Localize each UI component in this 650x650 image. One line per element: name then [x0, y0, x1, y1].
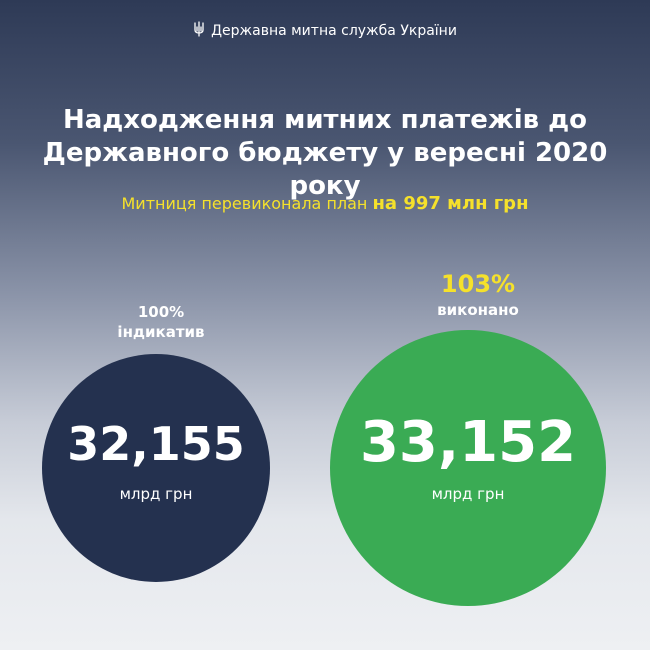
subtitle: Митниця перевиконала план на 997 млн грн — [20, 192, 630, 216]
title-line-2: Державного бюджету у вересні 2020 року — [42, 138, 608, 201]
subtitle-highlight: на 997 млн грн — [372, 193, 529, 214]
actual-circle: 33,152 млрд грн — [330, 330, 606, 606]
plan-value: 32,155 — [67, 417, 245, 471]
actual-percent: 103% — [440, 270, 516, 298]
plan-caption: індикатив — [117, 323, 205, 341]
org-name: Державна митна служба України — [211, 23, 457, 39]
plan-label: 100% індикатив — [96, 302, 226, 342]
trident-icon — [194, 21, 204, 37]
title-line-1: Надходження митних платежів до — [62, 105, 588, 135]
page-title: Надходження митних платежів до Державног… — [20, 104, 630, 203]
actual-caption: виконано — [437, 301, 519, 319]
plan-circle: 32,155 млрд грн — [42, 354, 270, 582]
plan-unit: млрд грн — [119, 485, 193, 503]
plan-percent: 100% — [137, 303, 185, 321]
actual-label: 103% виконано — [388, 268, 568, 320]
actual-unit: млрд грн — [431, 485, 505, 503]
subtitle-text: Митниця перевиконала план — [121, 194, 368, 213]
header: Державна митна служба України — [0, 20, 650, 42]
actual-value: 33,152 — [359, 410, 577, 475]
